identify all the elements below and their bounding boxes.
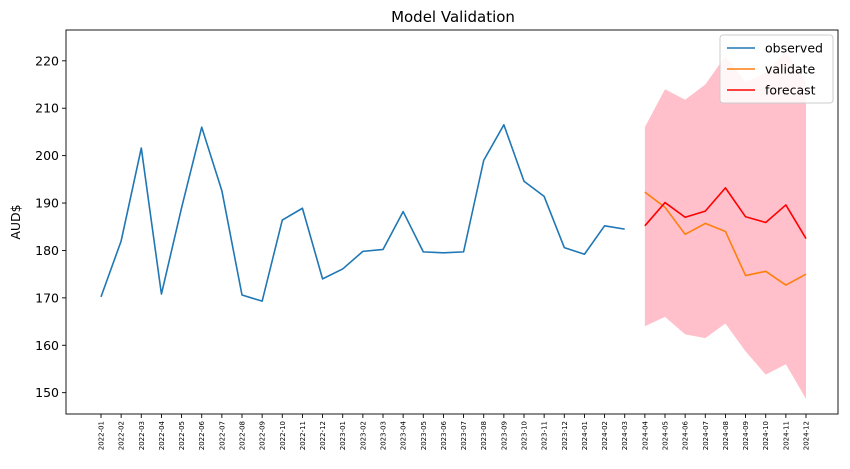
x-tick-label: 2023-03 bbox=[380, 421, 388, 450]
x-tick-label: 2023-12 bbox=[561, 421, 569, 450]
x-tick-label: 2023-05 bbox=[420, 421, 428, 450]
x-tick-label: 2023-04 bbox=[400, 420, 408, 450]
x-tick-label: 2022-05 bbox=[178, 421, 186, 450]
series-line-forecast bbox=[644, 187, 807, 240]
x-tick-label: 2023-11 bbox=[541, 421, 549, 450]
plot-frame bbox=[65, 29, 839, 415]
x-tick-label: 2024-02 bbox=[601, 421, 609, 450]
x-tick-label: 2024-06 bbox=[682, 420, 690, 450]
series-line-observed bbox=[100, 124, 625, 302]
y-tick-label: 200 bbox=[35, 148, 59, 163]
legend-label-forecast: forecast bbox=[765, 83, 816, 98]
legend-box bbox=[719, 34, 834, 104]
x-tick-label: 2022-09 bbox=[259, 421, 267, 450]
x-tick-label: 2023-01 bbox=[339, 421, 347, 450]
confidence-band bbox=[644, 51, 806, 399]
x-tick-label: 2022-08 bbox=[239, 421, 247, 450]
series-lines-layer bbox=[100, 124, 807, 302]
legend-label-validate: validate bbox=[765, 62, 815, 77]
y-tick-label: 190 bbox=[35, 196, 59, 211]
x-tick-label: 2022-04 bbox=[158, 420, 166, 450]
legend-label-observed: observed bbox=[765, 41, 823, 56]
y-tick-label: 150 bbox=[35, 385, 59, 400]
x-tick-label: 2022-06 bbox=[198, 420, 206, 450]
y-tick-label: 170 bbox=[35, 290, 59, 305]
x-tick-label: 2023-08 bbox=[480, 421, 488, 450]
x-tick-label: 2024-05 bbox=[662, 421, 670, 450]
x-tick-label: 2024-04 bbox=[641, 420, 649, 450]
x-tick-label: 2023-09 bbox=[500, 421, 508, 450]
x-tick-label: 2022-01 bbox=[98, 421, 106, 450]
x-tick-label: 2024-10 bbox=[762, 421, 770, 450]
x-tick-label: 2022-02 bbox=[118, 421, 126, 450]
series-line-validate bbox=[644, 191, 807, 286]
legend: observed validate forecast bbox=[719, 34, 834, 104]
x-tick-label: 2024-12 bbox=[803, 421, 811, 450]
x-tick-label: 2022-10 bbox=[279, 421, 287, 450]
x-tick-label: 2022-11 bbox=[299, 421, 307, 450]
x-tick-label: 2024-08 bbox=[722, 421, 730, 450]
y-tick-label: 160 bbox=[35, 338, 59, 353]
x-tick-label: 2024-11 bbox=[782, 421, 790, 450]
x-tick-label: 2023-02 bbox=[359, 421, 367, 450]
y-tick-label: 180 bbox=[35, 243, 59, 258]
y-tick-label: 220 bbox=[35, 53, 59, 68]
x-tick-label: 2024-09 bbox=[742, 421, 750, 450]
x-tick-label: 2024-07 bbox=[702, 421, 710, 450]
x-tick-label: 2024-03 bbox=[621, 421, 629, 450]
y-axis-label: AUD$ bbox=[8, 204, 23, 239]
x-tick-label: 2024-01 bbox=[581, 421, 589, 450]
y-tick-label: 210 bbox=[35, 101, 59, 116]
confidence-band-layer bbox=[644, 51, 806, 399]
x-tick-label: 2023-07 bbox=[460, 421, 468, 450]
x-tick-label: 2023-10 bbox=[521, 421, 529, 450]
x-tick-label: 2023-06 bbox=[440, 420, 448, 450]
x-tick-label: 2022-12 bbox=[319, 421, 327, 450]
axes-layer: 150 160 170 180 190 200 210 220 2022-01 2022-02 20… bbox=[35, 29, 839, 450]
x-tick-label: 2022-03 bbox=[138, 421, 146, 450]
chart-title: Model Validation bbox=[391, 8, 515, 26]
x-tick-label: 2022-07 bbox=[218, 421, 226, 450]
